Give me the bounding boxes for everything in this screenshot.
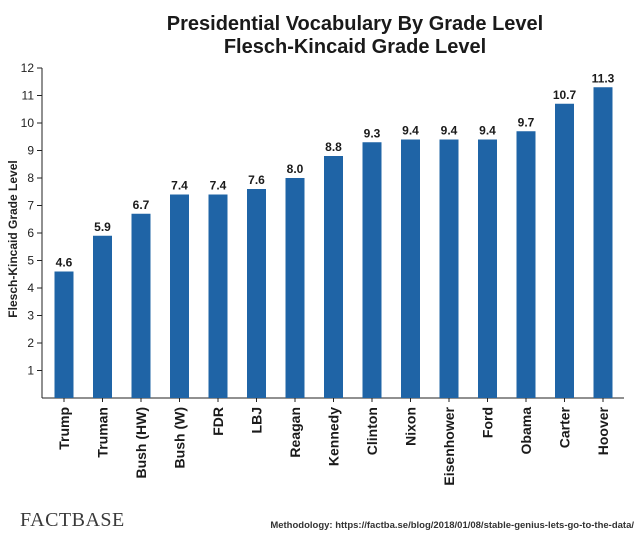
data-label: 10.7 — [553, 88, 577, 102]
data-label: 9.4 — [479, 124, 496, 138]
bar — [362, 142, 382, 398]
x-tick-label: Reagan — [287, 407, 303, 458]
y-tick-label: 9 — [27, 144, 34, 158]
y-tick-label: 8 — [27, 171, 34, 185]
bar — [93, 235, 112, 398]
data-label: 9.7 — [518, 115, 535, 129]
chart-title: Presidential Vocabulary By Grade Level — [167, 13, 543, 35]
bars — [54, 87, 613, 398]
bar — [285, 178, 305, 398]
y-tick-label: 4 — [27, 281, 34, 295]
x-tick-label: Kennedy — [326, 407, 342, 466]
bar — [247, 189, 266, 398]
data-labels: 4.6 5.9 6.7 7.4 7.4 7.6 8.0 8.8 9.3 9.4 9.4 9.4 9.7 1… — [56, 71, 615, 269]
data-label: 7.4 — [210, 179, 227, 193]
x-tick-label: Nixon — [403, 407, 419, 446]
y-tick-label: 5 — [27, 254, 34, 268]
data-label: 9.3 — [364, 126, 381, 140]
x-tick-label: Clinton — [364, 407, 380, 455]
x-tick-label: FDR — [210, 407, 226, 436]
data-label: 7.6 — [248, 173, 265, 187]
x-tick-label: Bush (HW) — [133, 407, 149, 479]
factbase-logo: FACTBASE — [20, 509, 125, 531]
bar — [54, 271, 74, 398]
data-label: 4.6 — [56, 256, 73, 270]
data-label: 6.7 — [133, 198, 150, 212]
x-tick-label: Truman — [95, 407, 111, 458]
bar — [401, 139, 420, 398]
x-tick-label: Eisenhower — [441, 406, 457, 485]
y-tick-label: 12 — [21, 61, 35, 75]
bar — [516, 131, 536, 398]
bar — [555, 103, 574, 398]
x-ticks: Trump Truman Bush (HW) Bush (W) FDR LBJ Reagan… — [56, 398, 611, 486]
x-tick-label: Ford — [480, 407, 496, 438]
bar — [478, 139, 497, 398]
y-axis-label: Flesch-Kincaid Grade Level — [6, 160, 20, 317]
data-label: 8.0 — [287, 162, 304, 176]
x-tick-label: Hoover — [595, 406, 611, 455]
x-tick-label: LBJ — [249, 407, 265, 433]
bar — [170, 194, 189, 398]
x-tick-label: Bush (W) — [172, 407, 188, 468]
y-tick-label: 10 — [21, 116, 35, 130]
data-label: 8.8 — [325, 140, 342, 154]
bar — [324, 156, 343, 398]
y-tick-label: 3 — [27, 309, 34, 323]
bar — [439, 139, 459, 398]
bar — [208, 194, 228, 398]
data-label: 5.9 — [94, 220, 111, 234]
x-tick-label: Trump — [56, 407, 72, 450]
y-tick-label: 7 — [27, 199, 34, 213]
data-label: 7.4 — [171, 179, 188, 193]
x-tick-label: Obama — [518, 407, 534, 455]
x-tick-label: Carter — [557, 406, 573, 448]
bar — [593, 87, 613, 398]
chart-subtitle: Flesch-Kincaid Grade Level — [224, 36, 486, 58]
y-tick-label: 6 — [27, 226, 34, 240]
y-tick-label: 1 — [27, 364, 34, 378]
data-label: 11.3 — [592, 71, 615, 85]
bar — [131, 213, 151, 398]
methodology-note: Methodology: https://factba.se/blog/2018… — [270, 520, 634, 531]
data-label: 9.4 — [441, 124, 458, 138]
y-tick-label: 11 — [22, 89, 35, 103]
data-label: 9.4 — [402, 124, 419, 138]
y-tick-label: 2 — [27, 336, 34, 350]
